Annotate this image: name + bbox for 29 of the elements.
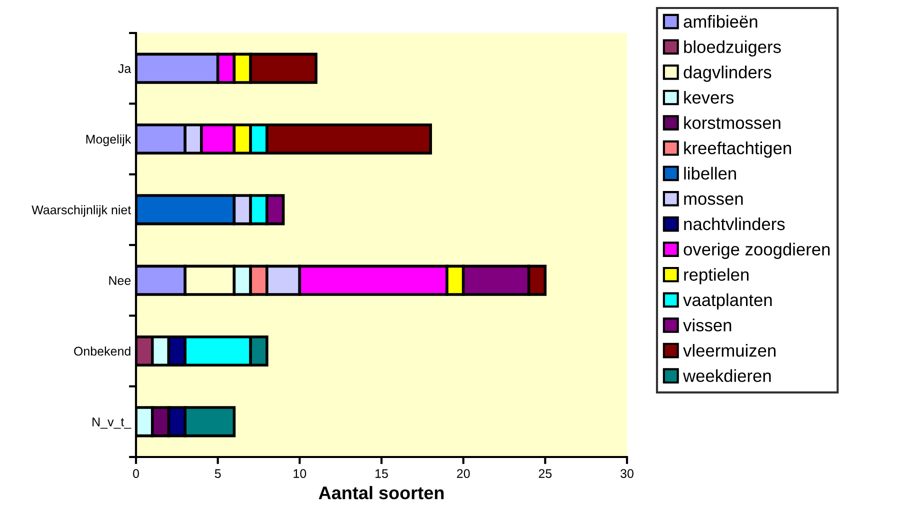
legend-label: reptielen (684, 268, 749, 284)
legend-label: kevers (684, 90, 734, 104)
legend-label: kreeftachtigen (684, 142, 791, 158)
x-tick-label: 0 (133, 469, 139, 478)
x-tick-label: 30 (620, 469, 634, 478)
x-tick-label: 15 (376, 469, 388, 478)
x-axis-title: Aantal soorten (318, 486, 444, 500)
legend-label: vissen (683, 318, 732, 332)
legend-label: weekdieren (683, 369, 771, 382)
legend-label: korstmossen (684, 116, 780, 130)
x-tick-label: 10 (294, 469, 306, 478)
legend-label: libellen (684, 166, 736, 180)
x-tick-label: 20 (457, 469, 470, 478)
legend-label: bloedzuigers (684, 40, 781, 57)
legend-label: amfibieën (684, 15, 758, 28)
x-tick-label: 25 (538, 469, 552, 478)
legend-label: vaatplanten (683, 293, 772, 310)
y-tick-label: Mogelijk (86, 134, 132, 146)
y-tick-label: Ja (118, 64, 132, 73)
legend-label: vleermuizen (683, 344, 776, 357)
legend-label: overige zoogdieren (684, 242, 830, 259)
x-tick-label: 5 (214, 469, 221, 478)
y-tick-label: N_v_t_ (92, 418, 132, 429)
legend-label: mossen (684, 195, 743, 205)
y-tick-label: Nee (109, 276, 131, 285)
y-tick-label: Onbekend (74, 346, 130, 356)
y-tick-label: Waarschijnlijk niet (32, 205, 132, 217)
legend-label: dagvlinders (684, 66, 772, 82)
legend-label: nachtvlinders (684, 217, 785, 230)
